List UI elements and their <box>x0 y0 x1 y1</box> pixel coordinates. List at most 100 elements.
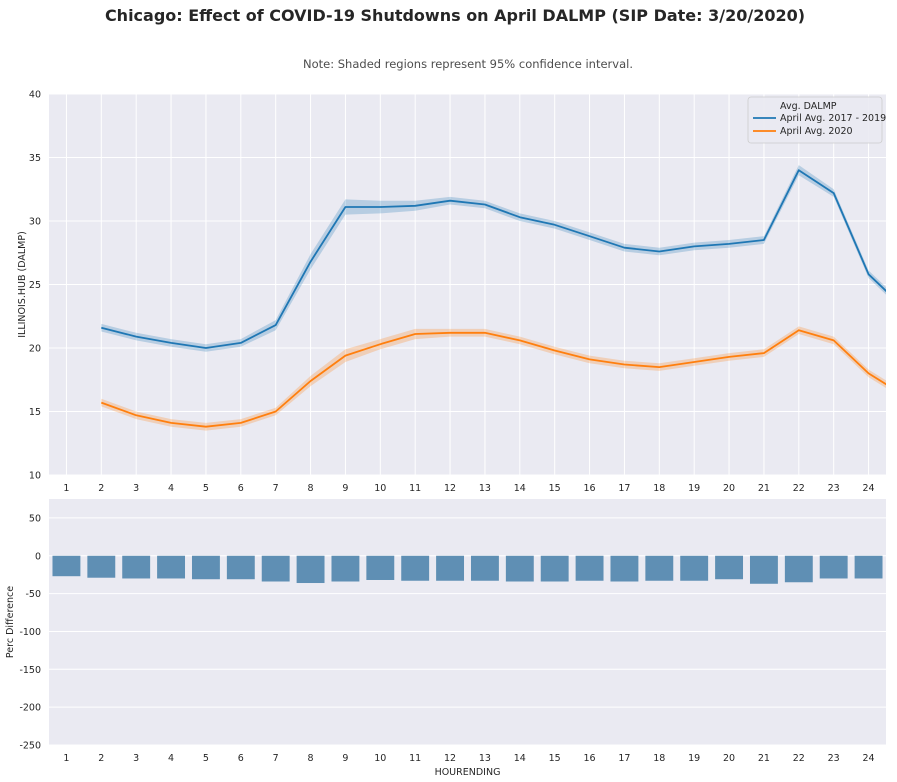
y-tick-label: 10 <box>29 471 41 482</box>
x-tick-label: 19 <box>688 483 700 494</box>
confidence-band <box>101 326 886 431</box>
legend-label: April Avg. 2017 - 2019 <box>780 113 886 124</box>
x-tick-label: 17 <box>618 483 630 494</box>
x-tick-label: 3 <box>133 483 139 494</box>
bar <box>261 555 290 582</box>
legend-label: April Avg. 2020 <box>780 126 853 137</box>
y-tick-label: 50 <box>29 513 41 524</box>
x-tick-label: 13 <box>479 753 491 764</box>
y-tick-label: 0 <box>35 551 41 562</box>
x-tick-label: 13 <box>479 483 491 494</box>
x-tick-label: 18 <box>653 753 665 764</box>
plot-area <box>49 499 886 745</box>
series-line <box>100 329 886 428</box>
x-tick-label: 22 <box>793 483 805 494</box>
x-tick-label: 3 <box>133 753 139 764</box>
bar <box>505 555 534 582</box>
x-tick-label: 8 <box>308 483 314 494</box>
bar <box>715 555 744 580</box>
x-tick-label: 17 <box>618 753 630 764</box>
series-line <box>101 169 886 349</box>
x-tick-label: 4 <box>168 483 174 494</box>
x-tick-label: 6 <box>238 483 244 494</box>
x-tick-label: 14 <box>514 753 526 764</box>
y-tick-label: 20 <box>29 344 41 355</box>
bar <box>157 555 186 579</box>
y-tick-label: -50 <box>25 589 41 600</box>
x-tick-label: 12 <box>444 483 456 494</box>
x-tick-label: 22 <box>793 753 805 764</box>
x-tick-label: 20 <box>723 483 735 494</box>
y-tick-label: 15 <box>29 407 41 418</box>
legend-title: Avg. DALMP <box>780 101 837 112</box>
x-tick-label: 5 <box>203 753 209 764</box>
x-tick-label: 10 <box>374 483 386 494</box>
x-tick-label: 16 <box>584 753 596 764</box>
bar <box>470 555 499 581</box>
series-group <box>100 165 886 431</box>
y-axis-label: Perc Difference <box>5 586 16 658</box>
y-tick-label: -250 <box>19 741 41 752</box>
x-tick-label: 5 <box>203 483 209 494</box>
x-tick-label: 11 <box>409 753 421 764</box>
bar <box>784 555 813 583</box>
y-tick-label: 30 <box>29 217 41 228</box>
x-tick-label: 9 <box>342 483 348 494</box>
x-tick-label: 2 <box>98 753 104 764</box>
y-tick-label: -150 <box>19 665 41 676</box>
bar <box>52 555 81 577</box>
y-tick-label: 35 <box>29 153 41 164</box>
x-tick-label: 18 <box>653 483 665 494</box>
x-tick-label: 24 <box>863 753 875 764</box>
x-tick-label: 4 <box>168 753 174 764</box>
x-axis-label: HOURENDING <box>435 767 501 778</box>
chart-note: Note: Shaded regions represent 95% confi… <box>303 57 633 71</box>
bar <box>436 555 465 581</box>
bar <box>122 555 151 579</box>
bar <box>680 555 709 581</box>
x-tick-label: 21 <box>758 483 770 494</box>
x-tick-label: 23 <box>828 483 840 494</box>
legend-box <box>747 96 883 144</box>
y-tick-label: 40 <box>29 90 41 101</box>
x-tick-label: 9 <box>342 753 348 764</box>
x-tick-label: 1 <box>63 753 69 764</box>
y-axis-label: ILLINOIS.HUB (DALMP) <box>17 231 28 338</box>
bar <box>331 555 360 582</box>
bar <box>645 555 674 581</box>
bar <box>401 555 430 581</box>
x-tick-label: 12 <box>444 753 456 764</box>
x-tick-label: 15 <box>549 483 561 494</box>
x-tick-label: 7 <box>273 753 279 764</box>
x-tick-label: 8 <box>308 753 314 764</box>
y-tick-label: 25 <box>29 280 41 291</box>
bar <box>575 555 604 581</box>
bar <box>296 555 325 584</box>
bar <box>854 555 883 579</box>
x-tick-label: 14 <box>514 483 526 494</box>
x-tick-label: 23 <box>828 753 840 764</box>
chart-title: Chicago: Effect of COVID-19 Shutdowns on… <box>105 6 805 25</box>
x-tick-label: 6 <box>238 753 244 764</box>
y-tick-label: -100 <box>19 627 41 638</box>
bar <box>540 555 569 582</box>
y-tick-label: -200 <box>19 703 41 714</box>
bar <box>819 555 848 579</box>
bar <box>366 555 395 580</box>
bar <box>610 555 639 582</box>
x-tick-label: 11 <box>409 483 421 494</box>
x-tick-label: 16 <box>584 483 596 494</box>
x-tick-label: 20 <box>723 753 735 764</box>
x-tick-label: 21 <box>758 753 770 764</box>
bar <box>191 555 220 580</box>
x-tick-label: 10 <box>374 753 386 764</box>
bar <box>749 555 778 584</box>
x-tick-label: 1 <box>63 483 69 494</box>
bar <box>226 555 255 580</box>
x-tick-label: 7 <box>273 483 279 494</box>
x-tick-label: 24 <box>863 483 875 494</box>
x-tick-label: 2 <box>98 483 104 494</box>
